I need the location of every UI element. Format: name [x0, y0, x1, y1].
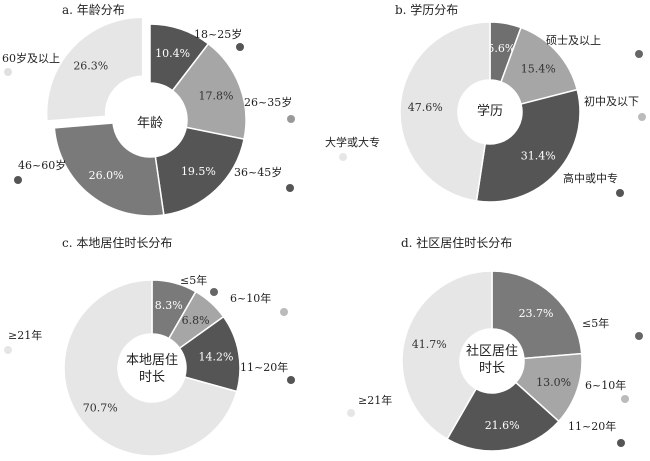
panel-b-marker-master [635, 50, 643, 58]
panel-a-title: a. 年龄分布 [62, 3, 125, 17]
slice-value-label: 8.3% [155, 299, 183, 312]
slice-value-label: 26.0% [89, 169, 124, 182]
panel-c-marker-ge21 [4, 346, 12, 354]
panel-b-label-college: 大学或大专 [325, 135, 380, 149]
slice-value-label: 6.8% [182, 314, 210, 327]
panel-c-label-11-20: 11~20年 [240, 360, 288, 374]
pie-center-hole [461, 330, 523, 392]
panel-b-label-master: 硕士及以上 [546, 34, 601, 47]
panel-a-label-60-plus: 60岁及以上 [2, 51, 60, 65]
panel-a-marker-36-45 [286, 184, 294, 192]
panel-d-title: d. 社区居住时长分布 [401, 235, 512, 250]
pie-center-hole [459, 81, 521, 143]
pie-slice [475, 88, 581, 203]
slice-value-label: 70.7% [83, 401, 118, 414]
slice-value-label: 5.6% [487, 42, 515, 55]
panel-c-marker-6-10 [280, 308, 288, 316]
pie-slice [154, 126, 245, 216]
panel-d-label-le5: ≤5年 [582, 316, 609, 330]
panel-d: d. 社区居住时长分布 23.7% 13.0% 21.6% 41.7% 社区居住 时长… [347, 235, 643, 452]
slice-value-label: 19.5% [181, 165, 216, 178]
panel-b-marker-senior [616, 189, 624, 197]
panel-b: b. 学历分布 5.6% 15.4% 31.4% 47.6% 学历 硕士及以上 初中及… [325, 2, 646, 203]
pie-slice [500, 26, 579, 105]
panel-b-label-junior: 初中及以下 [584, 94, 639, 108]
panel-d-label-ge21: ≥21年 [358, 393, 392, 407]
panel-c-pie: 8.3% 6.8% 14.2% 70.7% [63, 279, 241, 457]
panel-c-label-6-10: 6~10年 [230, 291, 271, 305]
panel-c: c. 本地居住时长分布 8.3% 6.8% 14.2% 70.7% 本地居住 时长 ≤… [4, 236, 295, 457]
slice-value-label: 47.6% [408, 101, 443, 114]
panel-c-center-label-line2: 时长 [139, 370, 165, 385]
slice-value-label: 13.0% [536, 376, 571, 389]
pie-center-hole [119, 335, 185, 401]
slice-value-label: 14.2% [199, 351, 234, 364]
panel-c-marker-le5 [210, 288, 218, 296]
panel-b-label-senior: 高中或中专 [563, 171, 618, 185]
panel-d-center-label-line1: 社区居住 [466, 343, 518, 359]
pie-slice [63, 279, 238, 457]
pie-slice [491, 270, 583, 360]
slice-value-label: 15.4% [521, 62, 556, 75]
panel-a-label-18-25: 18~25岁 [194, 27, 242, 41]
slice-value-label: 10.4% [155, 47, 190, 60]
panel-d-marker-6-10 [621, 395, 629, 403]
pie-slice [399, 21, 491, 202]
panel-a-marker-46-60 [14, 176, 22, 184]
panel-d-center-label-line2: 时长 [479, 361, 505, 376]
panel-d-marker-11-20 [617, 439, 625, 447]
pie-slice [171, 42, 247, 141]
pie-slice [401, 270, 493, 441]
panel-b-center-label: 学历 [477, 103, 503, 119]
panel-d-marker-le5 [635, 332, 643, 340]
panel-a-pie: 10.4% 17.8% 19.5% 26.0% 26.3% [45, 16, 247, 217]
panel-a-center-label: 年龄 [137, 116, 163, 131]
pie-slice [45, 16, 144, 122]
panel-a-marker-60-plus [4, 68, 12, 76]
panel-d-label-11-20: 11~20年 [568, 419, 616, 433]
panel-b-title: b. 学历分布 [395, 2, 458, 17]
pie-center-hole [114, 84, 186, 156]
pie-slice [53, 122, 165, 217]
panel-d-label-6-10: 6~10年 [585, 378, 626, 392]
slice-value-label: 26.3% [73, 59, 108, 72]
panel-b-marker-college [339, 153, 347, 161]
panel-a-marker-26-35 [287, 115, 295, 123]
pie-slice [446, 381, 560, 452]
panel-a-label-36-45: 36~45岁 [234, 165, 282, 179]
panel-c-label-ge21: ≥21年 [8, 328, 42, 342]
panel-a-label-26-35: 26~35岁 [244, 95, 292, 109]
panel-c-title: c. 本地居住时长分布 [62, 236, 172, 250]
slice-value-label: 21.6% [485, 419, 520, 432]
slice-value-label: 31.4% [521, 150, 556, 163]
panel-c-marker-11-20 [287, 376, 295, 384]
panel-c-center-label-line1: 本地居住 [126, 353, 178, 368]
slice-value-label: 41.7% [412, 338, 447, 351]
panel-d-pie: 23.7% 13.0% 21.6% 41.7% [401, 270, 583, 452]
slice-value-label: 17.8% [199, 89, 234, 102]
panel-b-marker-junior [638, 113, 646, 121]
panel-d-marker-ge21 [347, 409, 355, 417]
panel-b-pie: 5.6% 15.4% 31.4% 47.6% [399, 21, 581, 203]
slice-value-label: 23.7% [519, 307, 554, 320]
panel-c-label-le5: ≤5年 [180, 273, 207, 287]
panel-a-marker-18-25 [236, 43, 244, 51]
panel-a: a. 年龄分布 10.4% 17.8% 19.5% 26.0% 26.3% 年龄 18~… [2, 3, 295, 217]
panel-a-label-46-60: 46~60岁 [18, 158, 66, 172]
